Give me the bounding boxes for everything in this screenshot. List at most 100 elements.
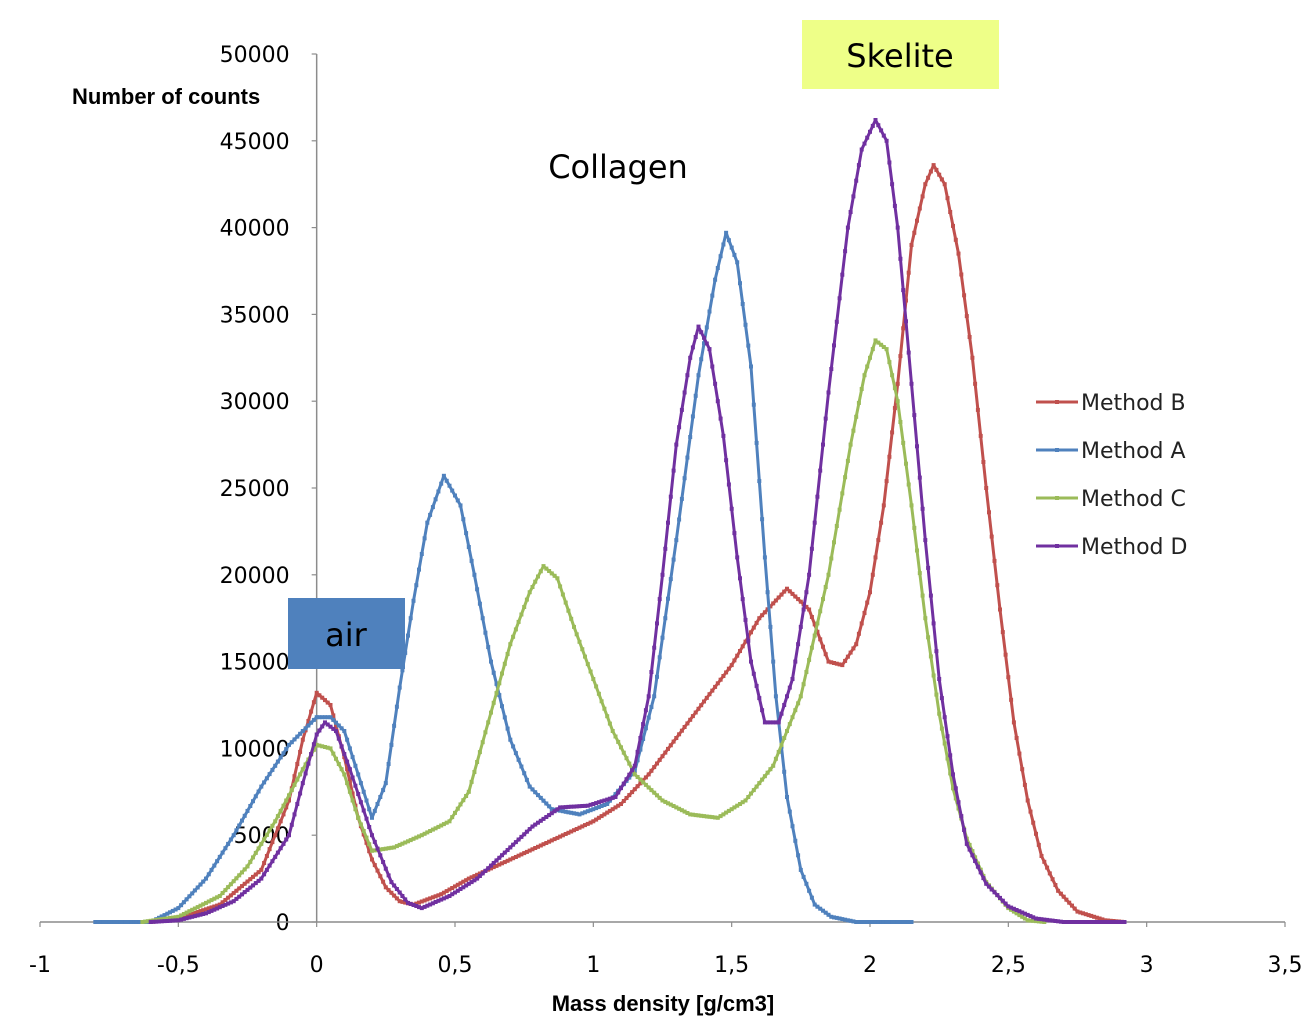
series-point [511, 634, 516, 639]
series-point [884, 347, 889, 352]
series-point [300, 729, 305, 733]
series-point [234, 876, 239, 881]
series-point [655, 793, 659, 798]
series-point [292, 774, 297, 779]
series-point [406, 839, 410, 844]
series-point [632, 787, 637, 792]
series-point [1022, 782, 1027, 787]
series-point [616, 739, 621, 744]
series-point [494, 863, 499, 868]
series-point [934, 692, 939, 697]
series-point [762, 774, 767, 779]
series-point [1011, 720, 1016, 725]
series-point [505, 726, 510, 731]
series-point [383, 866, 388, 871]
series-point [245, 887, 250, 892]
series-point [209, 867, 214, 872]
series-point [627, 775, 632, 780]
series-point [1042, 859, 1047, 864]
series-point [447, 819, 452, 824]
series-point [862, 611, 867, 615]
series-point [876, 538, 881, 543]
series-point [511, 744, 516, 749]
series-point [494, 681, 499, 686]
series-point [176, 906, 181, 911]
series-point [331, 726, 336, 731]
series-point [696, 813, 701, 818]
series-point [577, 825, 582, 830]
series-point [690, 414, 695, 419]
series-point [580, 811, 585, 816]
series-point [1028, 918, 1033, 923]
x-axis-title: Mass density [g/cm3] [552, 991, 775, 1016]
series-point [1064, 920, 1069, 924]
series-point [541, 798, 546, 803]
series-point [320, 724, 325, 729]
series-point [486, 720, 491, 725]
series-point [771, 601, 776, 606]
series-point [334, 756, 338, 761]
series-point [577, 804, 582, 809]
series-point [253, 881, 258, 886]
series-point [663, 546, 668, 551]
series-point [696, 706, 701, 711]
series-point [995, 583, 1000, 588]
series-point [497, 681, 502, 686]
legend-marker [1055, 544, 1059, 548]
series-point [552, 809, 557, 814]
series-point [845, 654, 850, 659]
series-point [823, 585, 828, 589]
series-point [829, 914, 834, 919]
series-point [599, 804, 604, 808]
series-point [331, 717, 336, 722]
series-point [1075, 920, 1080, 924]
series-point [516, 837, 521, 842]
series-point [773, 756, 778, 761]
series-point [126, 920, 131, 924]
series-point [461, 798, 466, 803]
series-point [234, 896, 239, 901]
series-point [284, 837, 289, 842]
series-point [574, 632, 579, 637]
series-point [1025, 912, 1030, 917]
series-point [782, 769, 787, 774]
series-point [975, 407, 980, 412]
series-point [624, 777, 629, 782]
series-point [682, 809, 687, 814]
series-point [425, 830, 430, 835]
series-point [807, 657, 812, 662]
series-point [724, 458, 729, 463]
series-point [538, 569, 543, 574]
series-point [245, 808, 250, 813]
series-point [657, 597, 662, 602]
series-point [967, 842, 972, 847]
series-point [1100, 920, 1105, 924]
series-point [1047, 918, 1052, 923]
series-point [472, 572, 477, 577]
series-point [624, 756, 629, 761]
series-point [317, 715, 322, 720]
series-point [743, 639, 748, 644]
series-point [347, 746, 352, 751]
series-point [879, 920, 884, 924]
series-point [242, 890, 247, 895]
series-point [710, 293, 715, 298]
series-point [904, 319, 908, 324]
series-point [690, 812, 695, 817]
series-point [837, 507, 842, 512]
series-point [558, 584, 563, 589]
series-point [231, 891, 236, 896]
series-point [541, 564, 546, 569]
series-point [845, 225, 850, 230]
series-point [383, 885, 388, 890]
series-point [356, 815, 361, 820]
series-point [500, 853, 504, 858]
series-point [425, 520, 430, 525]
series-point [278, 846, 283, 851]
series-point [350, 755, 355, 760]
series-point [453, 884, 457, 889]
series-point [228, 900, 233, 905]
series-point [264, 776, 269, 781]
series-point [809, 895, 814, 900]
series-point [699, 357, 704, 362]
